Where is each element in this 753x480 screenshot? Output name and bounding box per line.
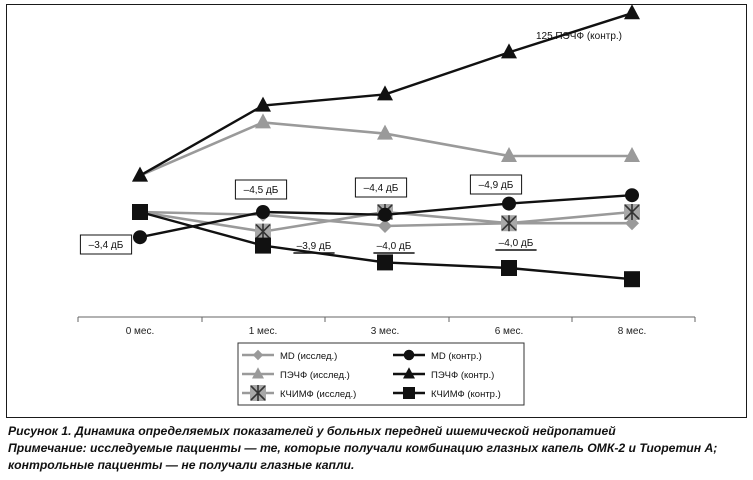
square-marker — [132, 204, 148, 220]
figure-note-line-2: контрольные пациенты — не получали глазн… — [8, 458, 355, 472]
legend-item: ПЭЧФ (контр.) — [393, 367, 494, 381]
annotation-box: –4,4 дБ — [354, 177, 408, 198]
triangle-marker — [624, 4, 640, 20]
legend-label: ПЭЧФ (контр.) — [431, 370, 494, 381]
series-5 — [132, 204, 640, 288]
circle-marker — [133, 230, 147, 245]
figure-caption: Рисунок 1. Динамика определяемых показат… — [8, 423, 748, 474]
xbox-marker-cross — [501, 215, 517, 232]
triangle-marker — [255, 113, 271, 129]
triangle-marker — [132, 166, 148, 182]
annotation-box — [234, 179, 288, 200]
legend-item: MD (исслед.) — [242, 349, 337, 362]
x-tick-label: 0 мес. — [126, 326, 155, 337]
annotation-label: –4,4 дБ — [364, 183, 399, 194]
square-marker — [403, 387, 415, 399]
circle-marker — [256, 205, 270, 219]
annotation-label: –4,9 дБ — [479, 180, 514, 191]
triangle-marker — [252, 367, 264, 379]
annotation-underline: –4,0 дБ — [373, 241, 415, 254]
square-marker — [624, 271, 640, 288]
triangle-marker — [501, 43, 517, 59]
triangle-marker — [501, 147, 517, 162]
x-tick-label: 1 мес. — [249, 326, 278, 337]
diamond-marker — [252, 349, 264, 361]
x-tick-label: 8 мес. — [618, 326, 647, 337]
xbox-marker-cross — [624, 204, 640, 220]
x-tick-label: 3 мес. — [371, 326, 400, 337]
legend-item: КЧИМФ (контр.) — [393, 387, 501, 400]
square-marker — [377, 254, 393, 271]
figure-note-line-1: Примечание: исследуемые пациенты — те, к… — [8, 441, 718, 455]
legend-box — [237, 342, 525, 406]
annotation-underline: –4,0 дБ — [495, 238, 537, 251]
annotation-box — [79, 234, 133, 255]
legend-label: MD (исслед.) — [280, 351, 337, 362]
legend-marker — [250, 385, 266, 401]
annotation-underline: –3,9 дБ — [293, 241, 335, 254]
xbox-marker-cross — [255, 223, 271, 240]
circle-marker — [502, 196, 516, 211]
circle-marker — [625, 188, 639, 203]
xbox-marker-cross — [250, 385, 266, 401]
annotation-label: 125 ПЭЧФ (контр.) — [536, 31, 622, 42]
annotation-box — [469, 174, 523, 195]
legend-marker — [403, 387, 415, 399]
square-marker — [501, 260, 517, 276]
series-3 — [132, 4, 640, 182]
legend: MD (исслед.) MD (контр.) ПЭЧФ (исслед.) ПЭЧ… — [237, 342, 525, 406]
diamond-marker — [378, 219, 392, 233]
line-chart: 0 мес. 1 мес. 3 мес. 6 мес. 8 мес. 125 ПЭЧФ (… — [77, 4, 696, 406]
legend-label: MD (контр.) — [431, 351, 482, 362]
circle-marker — [403, 349, 415, 361]
legend-marker — [252, 367, 264, 379]
figure-title: Рисунок 1. Динамика определяемых показат… — [8, 424, 616, 438]
circle-marker — [378, 207, 392, 222]
legend-marker — [252, 349, 264, 361]
triangle-marker — [377, 85, 393, 101]
triangle-marker — [377, 124, 393, 140]
legend-label: КЧИМФ (контр.) — [431, 389, 501, 400]
triangle-marker — [624, 147, 640, 162]
annotation-box: –3,4 дБ — [79, 234, 133, 255]
annotation-label: –4,0 дБ — [499, 238, 534, 249]
x-tick-label: 6 мес. — [495, 326, 524, 337]
legend-label: КЧИМФ (исслед.) — [280, 389, 356, 400]
series-2 — [132, 113, 640, 182]
triangle-marker — [255, 96, 271, 112]
annotation-box: –4,5 дБ — [234, 179, 288, 200]
legend-marker — [403, 349, 415, 361]
annotation-plain: 125 ПЭЧФ (контр.) — [536, 31, 622, 42]
square-marker — [255, 237, 271, 254]
annotation-label: –4,0 дБ — [377, 241, 412, 252]
legend-item: MD (контр.) — [393, 349, 482, 362]
annotation-box — [354, 177, 408, 198]
series-1 — [133, 188, 639, 245]
legend-item: КЧИМФ (исслед.) — [242, 385, 356, 401]
triangle-marker — [403, 367, 415, 379]
legend-item: ПЭЧФ (исслед.) — [242, 367, 350, 381]
annotation-label: –4,5 дБ — [244, 185, 279, 196]
legend-label: ПЭЧФ (исслед.) — [280, 370, 350, 381]
annotation-box: –4,9 дБ — [469, 174, 523, 195]
annotation-label: –3,4 дБ — [89, 240, 124, 251]
legend-marker — [403, 367, 415, 379]
annotation-label: –3,9 дБ — [297, 241, 332, 252]
